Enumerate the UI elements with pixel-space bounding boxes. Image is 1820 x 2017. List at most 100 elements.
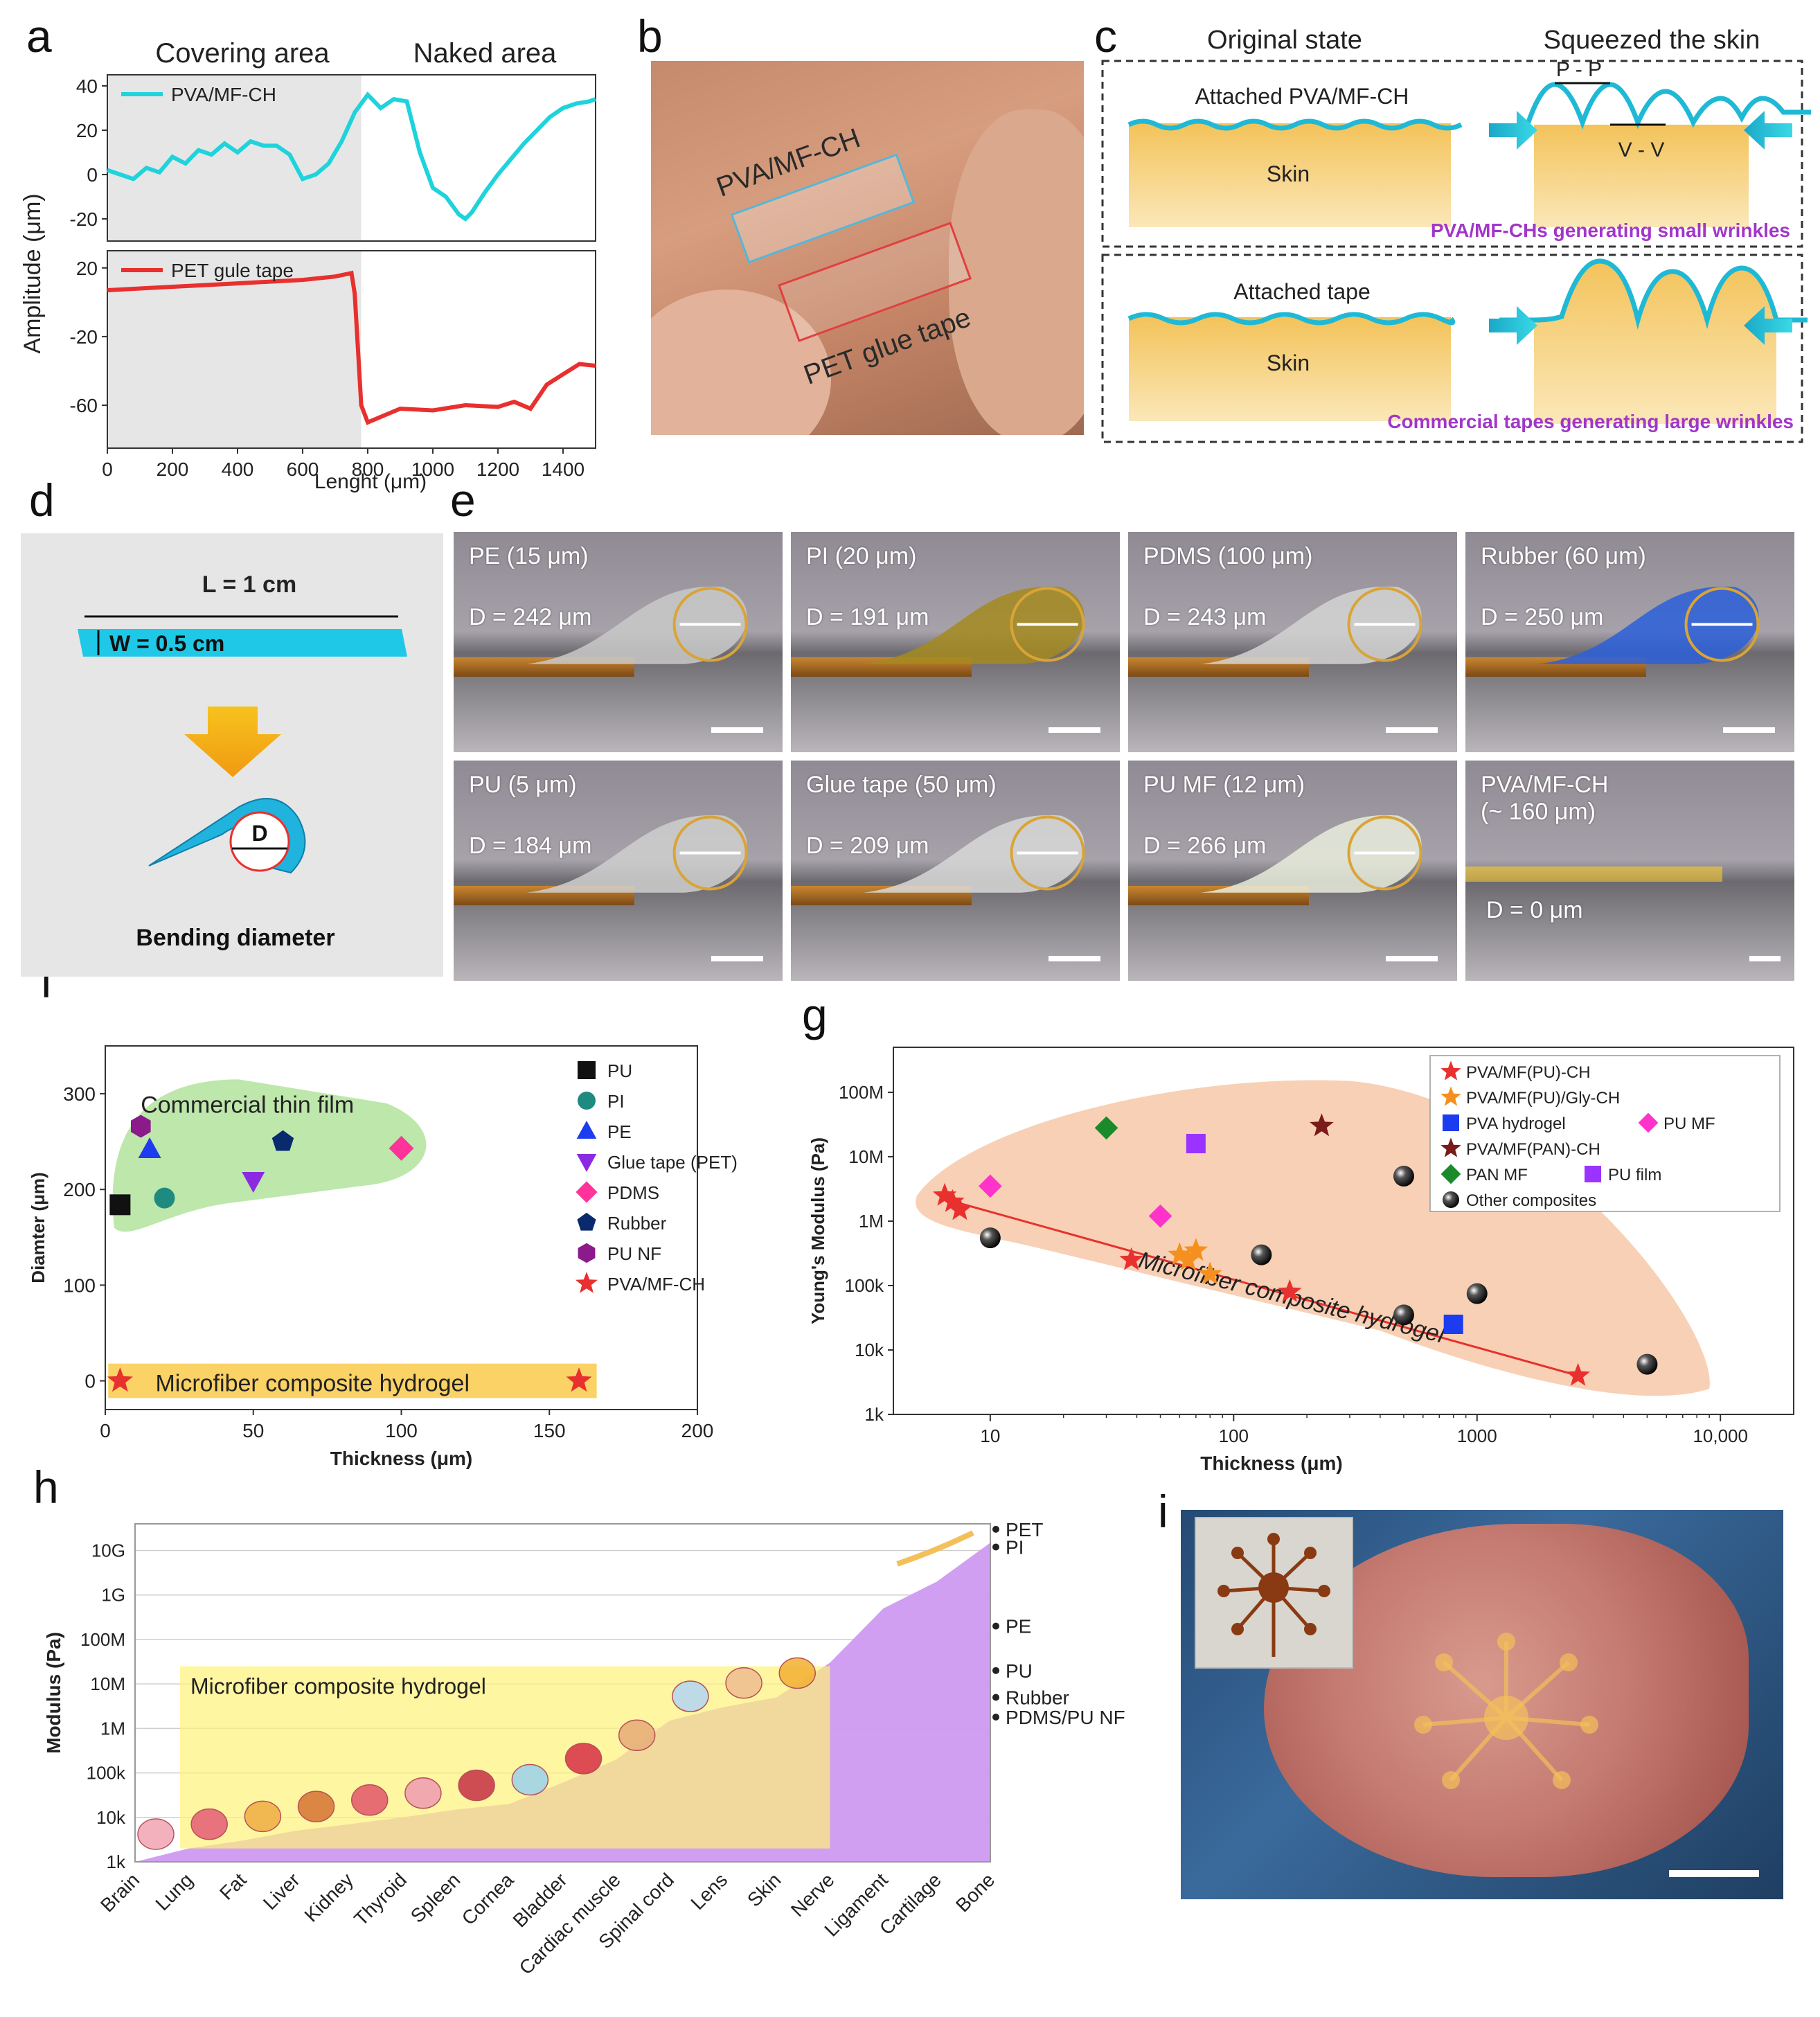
skin-block-top-right: [1534, 125, 1749, 227]
covering-area-shade: [107, 75, 362, 241]
x-category-label: Cornea: [458, 1869, 518, 1929]
legend-marker: [575, 1272, 598, 1293]
legend-label: PDMS: [607, 1182, 659, 1203]
legend-marker: [1585, 1166, 1601, 1182]
bent-film-icon: [526, 815, 748, 893]
legend-label: PAN MF: [1466, 1166, 1528, 1184]
data-point-PU: [109, 1194, 131, 1216]
data-point-PU NF: [131, 1114, 151, 1138]
y-tick-label: 20: [76, 120, 98, 141]
right-marker-label: Rubber: [1006, 1687, 1069, 1708]
x-tick-label: 800: [352, 459, 384, 480]
panel-e-tile-label: PI (20 μm): [806, 543, 917, 569]
panel-e-tile: PVA/MF-CH (~ 160 μm) D = 0 μm: [1465, 761, 1794, 981]
panel-c-bottom-skin: Skin: [1267, 350, 1310, 375]
panel-a: Covering area Naked area Amplitude (μm) …: [19, 38, 596, 493]
membrane-wave-top-left: [1127, 118, 1463, 131]
panel-e-tile-diameter: D = 250 μm: [1481, 604, 1604, 630]
hydrogel-band: [180, 1666, 830, 1849]
organ-icon-Thyroid: [404, 1777, 442, 1809]
panel-e-tile-label: Rubber (60 μm): [1481, 543, 1646, 569]
marker-dot: [992, 1622, 999, 1630]
bent-film: [526, 815, 747, 893]
diameter-circle: [1010, 587, 1085, 662]
data-point-PE: [138, 1137, 161, 1158]
panel-e-tile-diameter: D = 243 μm: [1143, 604, 1267, 630]
organ-icon-Cornea: [511, 1763, 549, 1796]
organ-icon-Bladder: [564, 1743, 603, 1775]
panel-e-tile-diameter: D = 191 μm: [806, 604, 929, 630]
diameter-circle: [1347, 587, 1422, 662]
panel-a-x-label: Lenght (μm): [314, 470, 427, 493]
legend-label: PVA/MF(PAN)-CH: [1466, 1140, 1600, 1159]
data-point-PVA/MF(PAN)-CH: [1310, 1113, 1334, 1137]
panel-a-header-left: Covering area: [155, 38, 330, 69]
bent-film: [1200, 815, 1422, 893]
x-category-label: Lens: [686, 1869, 731, 1914]
bent-film: [863, 815, 1085, 893]
commercial-film-region: [112, 1079, 427, 1232]
electrode-on-heart-icon: [1414, 1633, 1759, 1877]
panel-e-tile-diameter: D = 266 μm: [1143, 833, 1267, 859]
squeeze-arrow-left-top: [1489, 111, 1537, 150]
right-marker-label: PU: [1006, 1660, 1033, 1682]
organ-icon-Lung: [190, 1808, 228, 1840]
panel-e-tile-diameter: D = 184 μm: [469, 833, 592, 859]
panel-e-tile-diameter: D = 242 μm: [469, 604, 592, 630]
organ-icon-Kidney: [351, 1784, 389, 1816]
organ-icon-Cardiac muscle: [618, 1719, 656, 1751]
y-tick-label: -20: [70, 326, 98, 348]
panel-a-bottom-plot: 20 -20 -60 0 200 400 600 800 1000 1200 1400 PET gul…: [70, 250, 596, 480]
scale-bar: [711, 727, 763, 733]
y-tick-label: 10M: [848, 1146, 884, 1167]
panel-e-tile: PI (20 μm) D = 191 μm: [791, 532, 1120, 752]
legend-label: PVA/MF(PU)-CH: [1466, 1063, 1591, 1082]
panel-e-tile: PDMS (100 μm) D = 243 μm: [1128, 532, 1457, 752]
y-tick-label: 10M: [90, 1673, 125, 1694]
scale-bar: [1669, 1870, 1759, 1877]
legend-label: PU: [607, 1060, 632, 1081]
data-point-PVA/MF(PU)-CH: [947, 1197, 972, 1220]
x-tick-label: 0: [100, 1420, 111, 1441]
diameter-circle: [672, 587, 748, 662]
y-tick-label: 100M: [839, 1082, 884, 1103]
panel-e-tile: PU (5 μm) D = 184 μm: [454, 761, 783, 981]
x-tick-label: 50: [242, 1420, 264, 1441]
panel-c-header-right: Squeezed the skin: [1544, 26, 1760, 55]
data-point-Other composites: [1393, 1304, 1414, 1326]
y-tick-label: 0: [87, 164, 98, 186]
panel-f-plot: 0 50 100 150 200 0 100 200 300 Thickness (μm) Diam…: [28, 1045, 738, 1469]
x-category-label: Skin: [743, 1869, 785, 1910]
x-tick-label: 10: [980, 1425, 1000, 1446]
legend-marker: [1443, 1114, 1459, 1131]
strip-film: [78, 629, 407, 657]
legend-marker: [1440, 1137, 1461, 1157]
plot-frame: [107, 74, 596, 242]
y-tick-label: 0: [84, 1371, 96, 1392]
panel-letter-b: b: [637, 10, 663, 62]
legend-label: PVA/MF(PU)/Gly-CH: [1466, 1089, 1620, 1108]
legend-label: PVA hydrogel: [1466, 1114, 1566, 1133]
panel-letter-g: g: [802, 989, 828, 1040]
squeeze-arrow-right-top: [1744, 111, 1792, 150]
panel-c-pp-label: P - P: [1556, 58, 1602, 81]
panel-d-caption: Bending diameter: [136, 925, 334, 951]
bent-film-icon: [1200, 815, 1422, 893]
bending-circle: [229, 811, 290, 872]
membrane-wave-bottom-right: [1499, 258, 1808, 330]
panel-e-tile: PE (15 μm) D = 242 μm: [454, 532, 783, 752]
data-point-PU MF: [1148, 1204, 1172, 1228]
legend-marker: [576, 1121, 597, 1139]
clamp-base: [1465, 866, 1722, 882]
data-point-PI: [154, 1187, 175, 1209]
series-line: [107, 270, 596, 425]
panel-e-tile: PU MF (12 μm) D = 266 μm: [1128, 761, 1457, 981]
data-point-PAN MF: [1094, 1116, 1118, 1140]
membrane-wave-top-right: [1499, 82, 1811, 130]
x-tick-label: 200: [157, 459, 189, 480]
panel-letter-i: i: [1158, 1486, 1168, 1537]
marker-dot: [992, 1525, 999, 1533]
organ-icon-Spleen: [458, 1769, 495, 1802]
y-tick-label: 100: [63, 1274, 96, 1296]
legend-label: PET gule tape: [171, 260, 294, 281]
